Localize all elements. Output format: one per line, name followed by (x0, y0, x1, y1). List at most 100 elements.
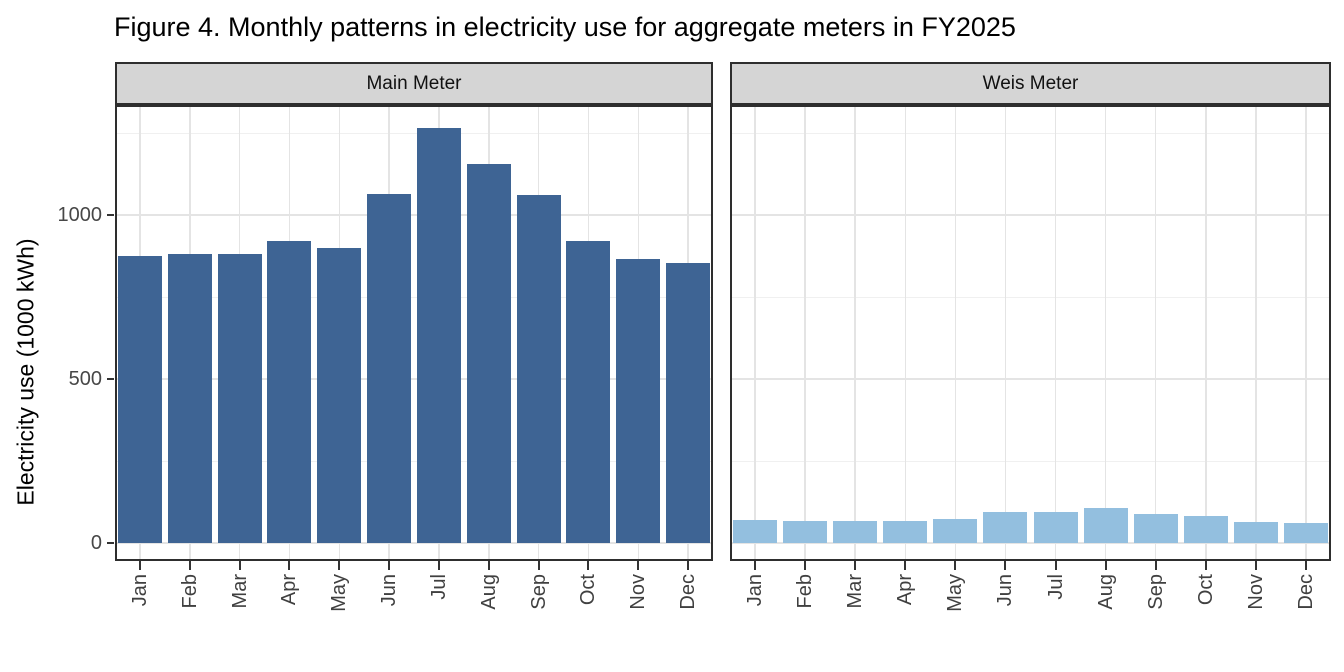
x-tick (487, 561, 490, 570)
gridline-major (730, 542, 1331, 544)
x-tick (1004, 561, 1007, 570)
gridline-month (904, 105, 907, 561)
bar-apr (883, 521, 928, 543)
x-tick-label: Jan (128, 574, 151, 607)
bar-may (317, 247, 362, 543)
x-tick (437, 561, 440, 570)
x-tick-label: Jun (994, 574, 1017, 607)
x-tick (637, 561, 640, 570)
x-tick-label: Jul (1044, 574, 1067, 600)
x-tick (904, 561, 907, 570)
panel-weis-meter (730, 105, 1331, 561)
y-tick-label: 500 (68, 368, 102, 390)
bar-may (933, 519, 978, 543)
x-tick-label: Jan (744, 574, 767, 607)
gridline-minor (730, 460, 1331, 462)
bar-jul (416, 128, 461, 543)
x-axis-weis-meter: Jan Feb Mar Apr May Jun Jul Aug Sep Oct Nov Dec (730, 561, 1331, 671)
x-tick (954, 561, 957, 570)
x-tick-label: Aug (1094, 574, 1117, 610)
gridline-minor (730, 132, 1331, 134)
facet-strip-weis-meter: Weis Meter (730, 62, 1331, 105)
x-tick (854, 561, 857, 570)
x-tick (1304, 561, 1307, 570)
x-tick-label: Sep (527, 574, 550, 610)
gridline-major (115, 542, 713, 544)
bar-jan (733, 520, 778, 543)
x-tick-label: Oct (577, 574, 600, 606)
facet-strip-label: Weis Meter (982, 72, 1079, 94)
gridline-major (115, 378, 713, 380)
gridline-month (754, 105, 756, 561)
x-tick (587, 561, 590, 570)
x-tick-label: Dec (1294, 574, 1317, 610)
bar-oct (566, 241, 611, 543)
x-tick (537, 561, 540, 570)
gridline-month (804, 105, 806, 561)
x-tick-label: Sep (1144, 574, 1167, 610)
gridline-minor (115, 296, 713, 298)
gridline-month (1154, 105, 1157, 561)
bar-jul (1033, 512, 1078, 543)
bar-feb (783, 520, 828, 543)
facet-strip-label: Main Meter (366, 72, 462, 94)
bar-jun (367, 193, 411, 543)
x-tick (188, 561, 191, 570)
x-tick (754, 561, 757, 570)
y-tick-label: 0 (90, 532, 102, 554)
gridline-major (730, 214, 1331, 216)
bar-dec (666, 262, 710, 543)
x-tick (1204, 561, 1207, 570)
bar-aug (466, 164, 511, 543)
x-tick (687, 561, 690, 570)
x-tick-label: Jun (378, 574, 401, 607)
bar-dec (1283, 523, 1328, 543)
bar-jan (117, 256, 162, 543)
gridline-month (1104, 105, 1107, 561)
x-tick (1254, 561, 1257, 570)
x-tick (288, 561, 291, 570)
gridline-month (854, 105, 856, 561)
x-tick (388, 561, 391, 570)
x-tick (338, 561, 341, 570)
bar-feb (167, 254, 212, 543)
x-tick-label: Mar (844, 574, 867, 609)
x-tick-label: Apr (278, 574, 301, 606)
gridline-month (1255, 105, 1257, 561)
x-tick-label: Jul (427, 574, 450, 600)
gridline-minor (115, 132, 713, 134)
x-tick-label: Feb (794, 574, 817, 609)
bar-sep (516, 195, 561, 543)
x-tick-label: Aug (477, 574, 500, 610)
gridline-month (954, 105, 957, 561)
y-tick (107, 214, 114, 216)
y-tick (107, 542, 114, 544)
gridline-minor (730, 296, 1331, 298)
bar-apr (267, 241, 312, 543)
x-tick-label: Oct (1194, 574, 1217, 606)
bar-nov (616, 259, 661, 543)
x-axis-main-meter: Jan Feb Mar Apr May Jun Jul Aug Sep Oct Nov Dec (115, 561, 713, 671)
gridline-month (1205, 105, 1207, 561)
bar-jun (983, 512, 1028, 543)
panel-main-meter (115, 105, 713, 561)
x-tick (138, 561, 141, 570)
bar-sep (1133, 513, 1178, 543)
gridline-major (730, 378, 1331, 380)
x-tick (238, 561, 241, 570)
x-tick (1104, 561, 1107, 570)
x-tick-label: Feb (178, 574, 201, 609)
x-tick (1054, 561, 1057, 570)
x-tick-label: May (328, 574, 351, 612)
x-tick (804, 561, 807, 570)
x-tick-label: Nov (627, 574, 650, 610)
facet-strip-main-meter: Main Meter (115, 62, 713, 105)
y-axis-title: Electricity use (1000 kWh) (12, 238, 39, 506)
panel-border (730, 105, 1331, 561)
bar-nov (1233, 521, 1278, 543)
x-tick-label: Mar (228, 574, 251, 609)
bar-oct (1183, 516, 1228, 543)
x-tick-label: Dec (677, 574, 700, 610)
x-tick-label: Apr (894, 574, 917, 606)
